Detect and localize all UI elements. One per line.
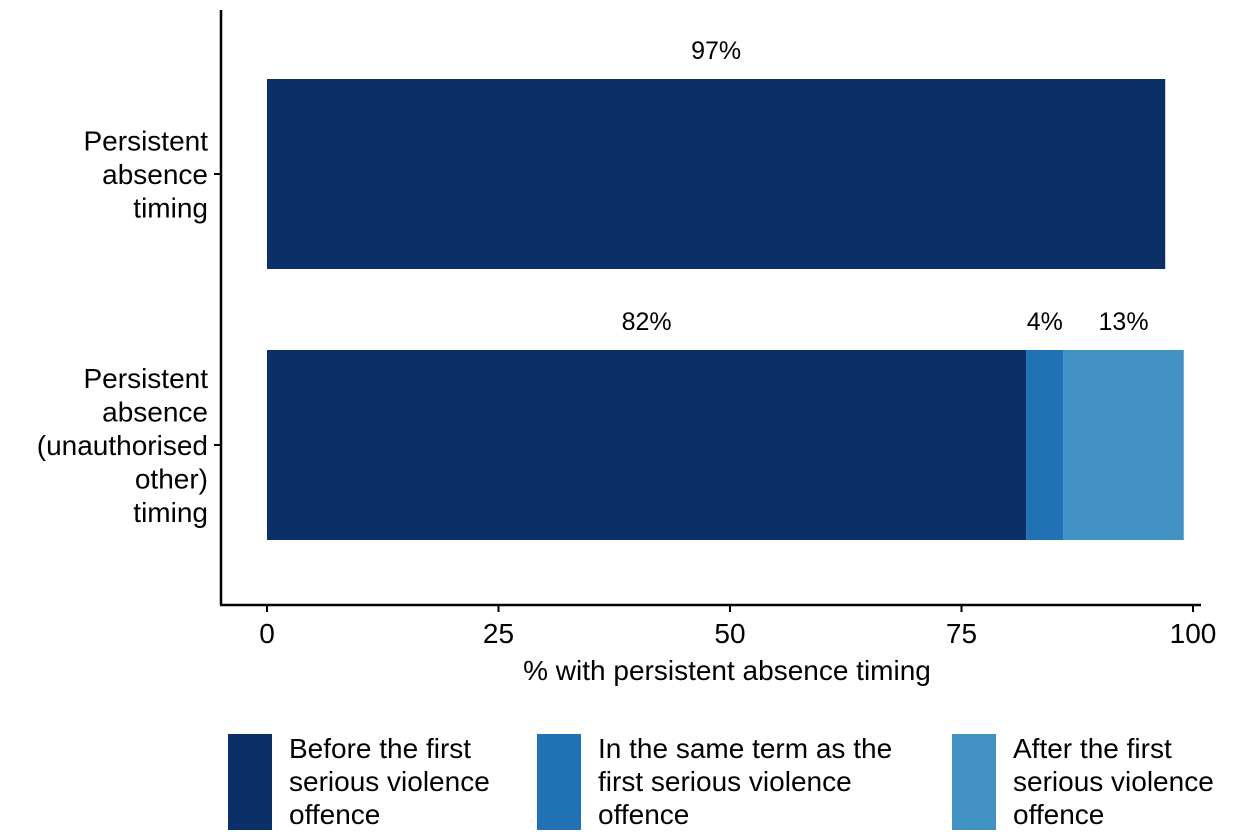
- x-axis-title: % with persistent absence timing: [523, 655, 931, 686]
- data-label-cat2-series2: 4%: [1027, 308, 1063, 336]
- legend-label-line: Before the first: [289, 733, 471, 764]
- y-tick-label-2: Persistent absence (unauthorised other) timi…: [37, 363, 208, 528]
- y-tick-label-line: (unauthorised: [37, 430, 208, 461]
- x-tick-label-25: 25: [483, 618, 514, 649]
- y-tick-label-line: timing: [133, 193, 208, 224]
- bar-cat1-series1: [267, 79, 1166, 269]
- legend-label-series3: After the first serious violence offence: [1013, 733, 1214, 830]
- legend-key-series2: [537, 734, 581, 830]
- legend-label-line: In the same term as the: [598, 733, 892, 764]
- legend-key-series3: [952, 734, 996, 830]
- legend-label-series1: Before the first serious violence offence: [289, 733, 490, 830]
- y-tick-label-line: absence: [102, 159, 208, 190]
- y-tick-label-line: Persistent: [84, 363, 209, 394]
- bars-layer: [267, 79, 1184, 540]
- x-tick-label-0: 0: [259, 618, 275, 649]
- x-tick-label-75: 75: [946, 618, 977, 649]
- legend-label-line: After the first: [1013, 733, 1172, 764]
- y-tick-label-1: Persistent absence timing: [84, 126, 209, 224]
- legend-label-line: serious violence: [289, 766, 490, 797]
- axes-layer: % with persistent absence timing: [219, 10, 1201, 686]
- legend: Before the first serious violence offenceI…: [228, 733, 1214, 830]
- bar-cat2-series3: [1063, 350, 1184, 540]
- legend-label-line: offence: [1013, 799, 1104, 830]
- y-tick-label-line: absence: [102, 397, 208, 428]
- bar-cat2-series1: [267, 350, 1027, 540]
- legend-label-series2: In the same term as the first serious vio…: [598, 733, 892, 830]
- x-tick-label-50: 50: [714, 618, 745, 649]
- legend-label-line: offence: [289, 799, 380, 830]
- legend-label-line: serious violence: [1013, 766, 1214, 797]
- legend-label-line: first serious violence: [598, 766, 852, 797]
- y-tick-label-line: Persistent: [84, 126, 209, 157]
- bar-cat2-series2: [1026, 350, 1064, 540]
- data-label-cat1-series1: 97%: [691, 37, 741, 65]
- data-label-cat2-series3: 13%: [1099, 308, 1149, 336]
- data-label-cat2-series1: 82%: [622, 308, 672, 336]
- legend-label-line: offence: [598, 799, 689, 830]
- data-labels-layer: 97% 82% 4% 13%: [622, 37, 1149, 336]
- legend-key-series1: [228, 734, 272, 830]
- x-tick-label-100: 100: [1170, 618, 1217, 649]
- y-tick-label-line: other): [135, 464, 208, 495]
- y-tick-label-line: timing: [133, 497, 208, 528]
